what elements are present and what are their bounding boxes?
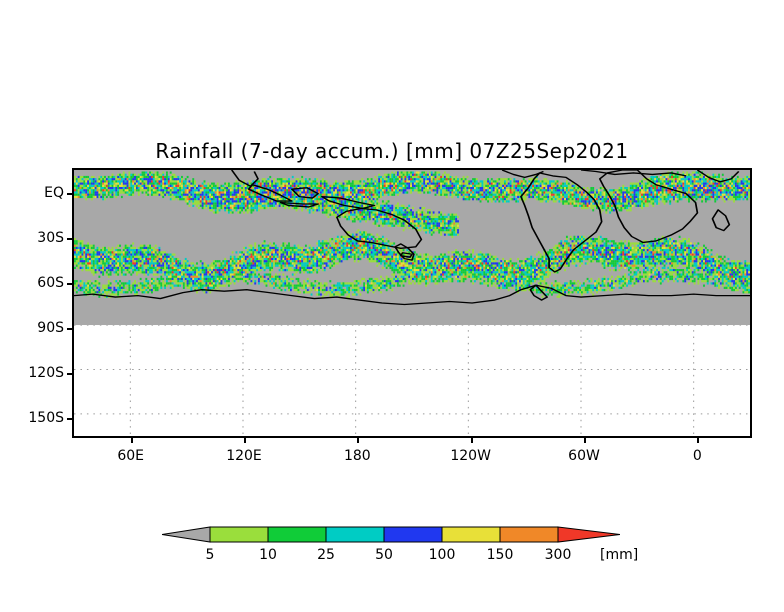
y-axis-tick: [67, 192, 74, 195]
x-axis-label: 0: [692, 448, 702, 464]
x-axis-label: 60E: [117, 448, 144, 464]
y-axis-tick: [67, 237, 74, 240]
x-axis-tick: [357, 436, 360, 443]
rainfall-raster-layer: [74, 170, 750, 326]
y-axis-label: 60S: [37, 274, 64, 291]
colorbar[interactable]: [mm] 5 10 25 50 100 150 300: [162, 523, 638, 563]
x-axis-label: 60W: [568, 448, 600, 464]
y-axis-tick: [67, 327, 74, 330]
x-axis-tick: [244, 436, 246, 443]
x-axis-tick: [130, 436, 133, 443]
y-axis-label: 90S: [37, 319, 64, 336]
colorbar-high-extend: [557, 526, 620, 543]
x-axis-tick: [697, 436, 700, 443]
colorbar-tick-label: 5: [205, 547, 215, 563]
y-axis-label: 120S: [28, 364, 64, 381]
page-title: Rainfall (7-day accum.) [mm] 07Z25Sep202…: [155, 139, 629, 163]
y-axis-label: EQ: [44, 184, 64, 201]
colorbar-swatches: [162, 526, 620, 543]
colorbar-tick-label: 300: [544, 547, 572, 563]
colorbar-low-extend: [162, 526, 211, 543]
colorbar-tick-label: 10: [259, 547, 277, 563]
colorbar-unit-label: [mm]: [600, 547, 639, 563]
map-plot-area[interactable]: EQ30S60S90S120S150S60E120E180120W60W060E…: [28, 168, 752, 464]
y-axis-label: 150S: [28, 409, 64, 426]
y-axis-tick: [67, 372, 74, 375]
colorbar-tick-label: 150: [486, 547, 514, 563]
colorbar-tick-label: 50: [375, 547, 393, 563]
x-axis-label: 180: [343, 448, 371, 464]
x-axis-tick: [584, 436, 586, 443]
x-axis-tick: [470, 436, 473, 443]
x-axis-label: 120W: [450, 448, 491, 464]
y-axis-tick: [67, 417, 74, 420]
y-axis-tick: [67, 282, 74, 285]
y-axis-label: 30S: [37, 229, 64, 246]
colorbar-tick-label: 100: [428, 547, 456, 563]
colorbar-tick-label: 25: [317, 547, 335, 563]
x-axis-label: 120E: [226, 448, 262, 464]
